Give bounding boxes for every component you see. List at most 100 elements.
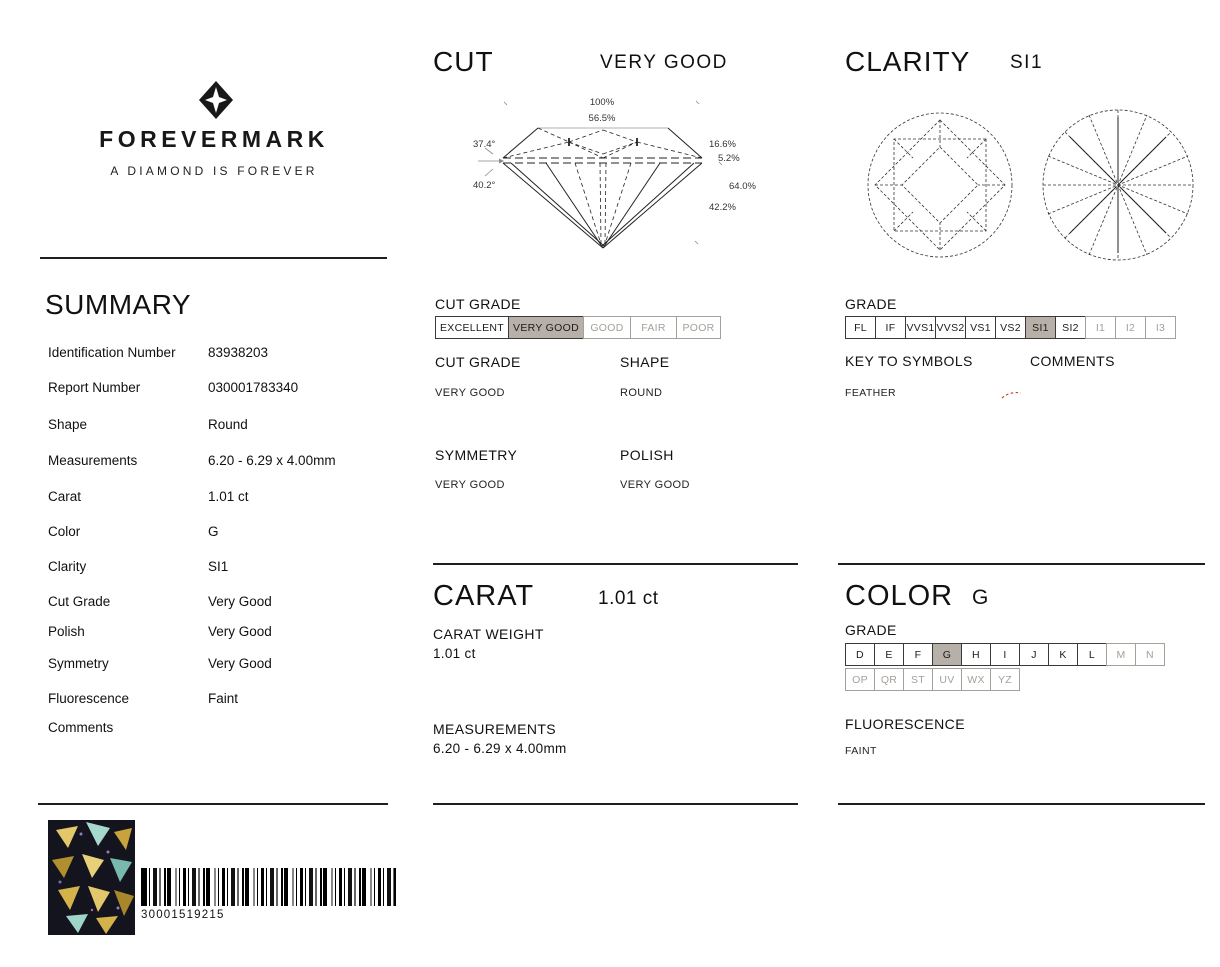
diagram-crown-angle: 37.4° <box>473 139 495 150</box>
scale-cell: GOOD <box>583 316 631 339</box>
summary-title: SUMMARY <box>45 289 192 320</box>
summary-value: Faint <box>208 691 239 706</box>
diagram-pavilion-depth-pct: 42.2% <box>709 202 736 213</box>
scale-cell: WX <box>961 668 991 691</box>
summary-label: Measurements <box>48 453 138 468</box>
divider <box>433 563 798 565</box>
summary-value: Round <box>208 417 248 432</box>
scale-cell: K <box>1048 643 1078 666</box>
barcode <box>141 868 396 906</box>
summary-label: Fluorescence <box>48 691 130 706</box>
fluorescence-label: FLUORESCENCE <box>845 716 965 732</box>
cut-grade-value: VERY GOOD <box>435 387 505 399</box>
cut-section-title: CUT <box>433 46 494 77</box>
forevermark-diamond-icon <box>198 80 234 120</box>
scale-cell: ST <box>903 668 933 691</box>
scale-cell-selected: VERY GOOD <box>508 316 584 339</box>
measurements-value: 6.20 - 6.29 x 4.00mm <box>433 741 567 756</box>
scale-cell: H <box>961 643 991 666</box>
carat-section-title: CARAT <box>433 580 535 612</box>
scale-cell: I3 <box>1145 316 1176 339</box>
brand-tagline: A DIAMOND IS FOREVER <box>110 164 318 178</box>
scale-cell: N <box>1135 643 1165 666</box>
summary-value: Very Good <box>208 594 272 609</box>
clarity-grade-scale: FL IF VVS1 VVS2 VS1 VS2 SI1 SI2 I1 I2 I3 <box>845 316 1176 339</box>
summary-label: Cut Grade <box>48 594 111 609</box>
diagram-girdle-pct: 5.2% <box>718 153 740 164</box>
divider <box>838 563 1205 565</box>
diagram-pavilion-angle: 40.2° <box>473 180 495 191</box>
summary-label: Shape <box>48 417 88 432</box>
scale-cell-selected: SI1 <box>1025 316 1056 339</box>
scale-cell: E <box>874 643 904 666</box>
scale-cell: VVS1 <box>905 316 936 339</box>
cut-grade-headline: VERY GOOD <box>600 52 728 73</box>
color-grade-scale-label: GRADE <box>845 622 897 638</box>
scale-cell: M <box>1106 643 1136 666</box>
carat-headline-value: 1.01 ct <box>598 588 659 609</box>
summary-value: G <box>208 524 219 539</box>
barcode-number: 30001519215 <box>141 909 225 921</box>
color-grade-scale-row1: D E F G H I J K L M N <box>845 643 1165 666</box>
summary-label: Identification Number <box>48 345 176 360</box>
summary-table: Identification Number 83938203 Report Num… <box>48 345 393 745</box>
scale-cell: D <box>845 643 875 666</box>
summary-value: Very Good <box>208 624 272 639</box>
cut-grade-scale-label: CUT GRADE <box>435 296 521 312</box>
scale-cell-selected: G <box>932 643 962 666</box>
scale-cell: IF <box>875 316 906 339</box>
carat-weight-label: CARAT WEIGHT <box>433 626 544 642</box>
scale-cell: VS1 <box>965 316 996 339</box>
divider <box>38 803 388 805</box>
scale-cell: UV <box>932 668 962 691</box>
summary-value: SI1 <box>208 559 229 574</box>
symmetry-label: SYMMETRY <box>435 447 518 463</box>
scale-cell: EXCELLENT <box>435 316 509 339</box>
summary-value: 030001783340 <box>208 380 299 395</box>
scale-cell: F <box>903 643 933 666</box>
summary-value: 6.20 - 6.29 x 4.00mm <box>208 453 336 468</box>
summary-label: Report Number <box>48 380 141 395</box>
summary-label: Comments <box>48 720 114 735</box>
divider <box>433 803 798 805</box>
scale-cell: I2 <box>1115 316 1146 339</box>
comments-label: COMMENTS <box>1030 353 1115 369</box>
summary-label: Color <box>48 524 81 539</box>
diagram-crown-height-pct: 16.6% <box>709 139 736 150</box>
scale-cell: I1 <box>1085 316 1116 339</box>
clarity-grade-headline: SI1 <box>1010 52 1044 73</box>
clarity-section-title: CLARITY <box>845 46 971 77</box>
hologram-security-image <box>48 820 135 935</box>
scale-cell: QR <box>874 668 904 691</box>
divider <box>838 803 1205 805</box>
scale-cell: FAIR <box>630 316 677 339</box>
fluorescence-value: FAINT <box>845 745 877 757</box>
brand-name: FOREVERMARK <box>99 126 329 152</box>
shape-value: ROUND <box>620 387 663 399</box>
cut-grade-scale: EXCELLENT VERY GOOD GOOD FAIR POOR <box>435 316 721 339</box>
scale-cell: I <box>990 643 1020 666</box>
summary-value: 83938203 <box>208 345 269 360</box>
cut-grade-label: CUT GRADE <box>435 354 521 370</box>
symmetry-value: VERY GOOD <box>435 479 505 491</box>
summary-label: Symmetry <box>48 656 109 671</box>
measurements-label: MEASUREMENTS <box>433 721 557 737</box>
scale-cell: FL <box>845 316 876 339</box>
summary-label: Clarity <box>48 559 87 574</box>
scale-cell: VS2 <box>995 316 1026 339</box>
scale-cell: OP <box>845 668 875 691</box>
clarity-plot-diagrams <box>855 105 1200 270</box>
clarity-grade-scale-label: GRADE <box>845 296 897 312</box>
scale-cell: VVS2 <box>935 316 966 339</box>
summary-value: 1.01 ct <box>208 489 249 504</box>
carat-weight-value: 1.01 ct <box>433 646 476 661</box>
feather-symbol-icon <box>1000 388 1024 400</box>
scale-cell: L <box>1077 643 1107 666</box>
polish-label: POLISH <box>620 447 674 463</box>
summary-label: Carat <box>48 489 82 504</box>
shape-label: SHAPE <box>620 354 670 370</box>
scale-cell: SI2 <box>1055 316 1086 339</box>
summary-value: Very Good <box>208 656 272 671</box>
key-symbol-feather-label: FEATHER <box>845 387 897 399</box>
